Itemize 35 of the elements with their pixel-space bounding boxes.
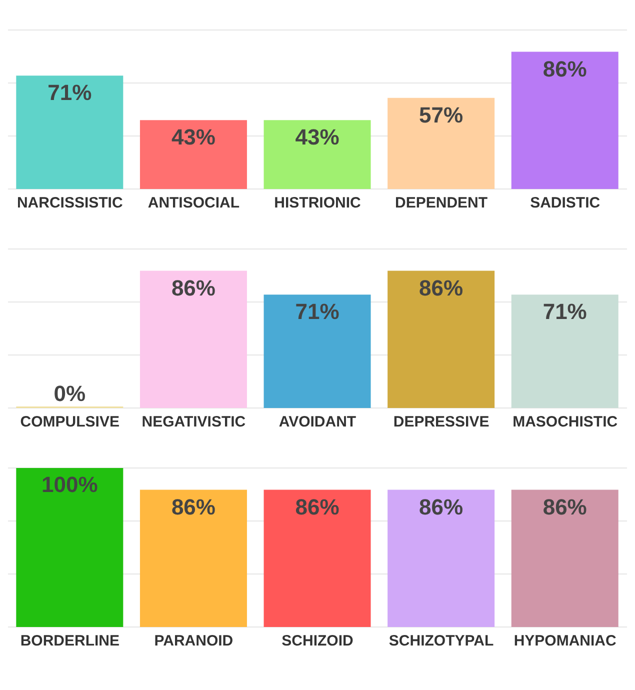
data-label: 86%	[542, 56, 587, 82]
data-label: 71%	[295, 299, 340, 324]
x-tick-label: SCHIZOID	[282, 632, 354, 650]
data-label: 86%	[295, 494, 340, 520]
x-tick-label: DEPENDENT	[395, 194, 488, 212]
x-tick-label: COMPULSIVE	[20, 414, 120, 431]
x-tick-label: NEGATIVISTIC	[142, 414, 246, 431]
x-tick-label: DEPRESSIVE	[393, 414, 490, 431]
data-label: 86%	[542, 494, 587, 520]
data-label: 71%	[48, 80, 92, 106]
bar	[16, 76, 124, 189]
bar	[511, 52, 618, 189]
x-tick-label: HISTRIONIC	[274, 194, 361, 212]
data-label: 43%	[295, 124, 340, 150]
x-tick-label: SADISTIC	[530, 194, 600, 212]
x-tick-label: PARANOID	[154, 632, 234, 650]
x-tick-label: BORDERLINE	[20, 632, 120, 650]
bar	[264, 120, 371, 189]
data-label: 71%	[542, 299, 587, 324]
data-label: 43%	[171, 124, 216, 150]
bar	[140, 120, 247, 189]
data-label: 100%	[42, 472, 98, 497]
data-label: 57%	[419, 102, 464, 128]
data-label: 86%	[171, 494, 216, 520]
x-tick-label: SCHIZOTYPAL	[388, 632, 494, 650]
x-tick-label: HYPOMANIAC	[514, 632, 617, 650]
x-tick-label: NARCISSISTIC	[16, 194, 123, 212]
data-label: 0%	[54, 381, 86, 406]
bar	[388, 98, 495, 189]
data-label: 86%	[419, 275, 464, 300]
data-label: 86%	[419, 494, 464, 520]
data-label: 86%	[171, 275, 216, 300]
x-tick-label: AVOIDANT	[278, 414, 356, 431]
x-tick-label: MASOCHISTIC	[512, 414, 618, 431]
x-tick-label: ANTISOCIAL	[148, 194, 240, 212]
